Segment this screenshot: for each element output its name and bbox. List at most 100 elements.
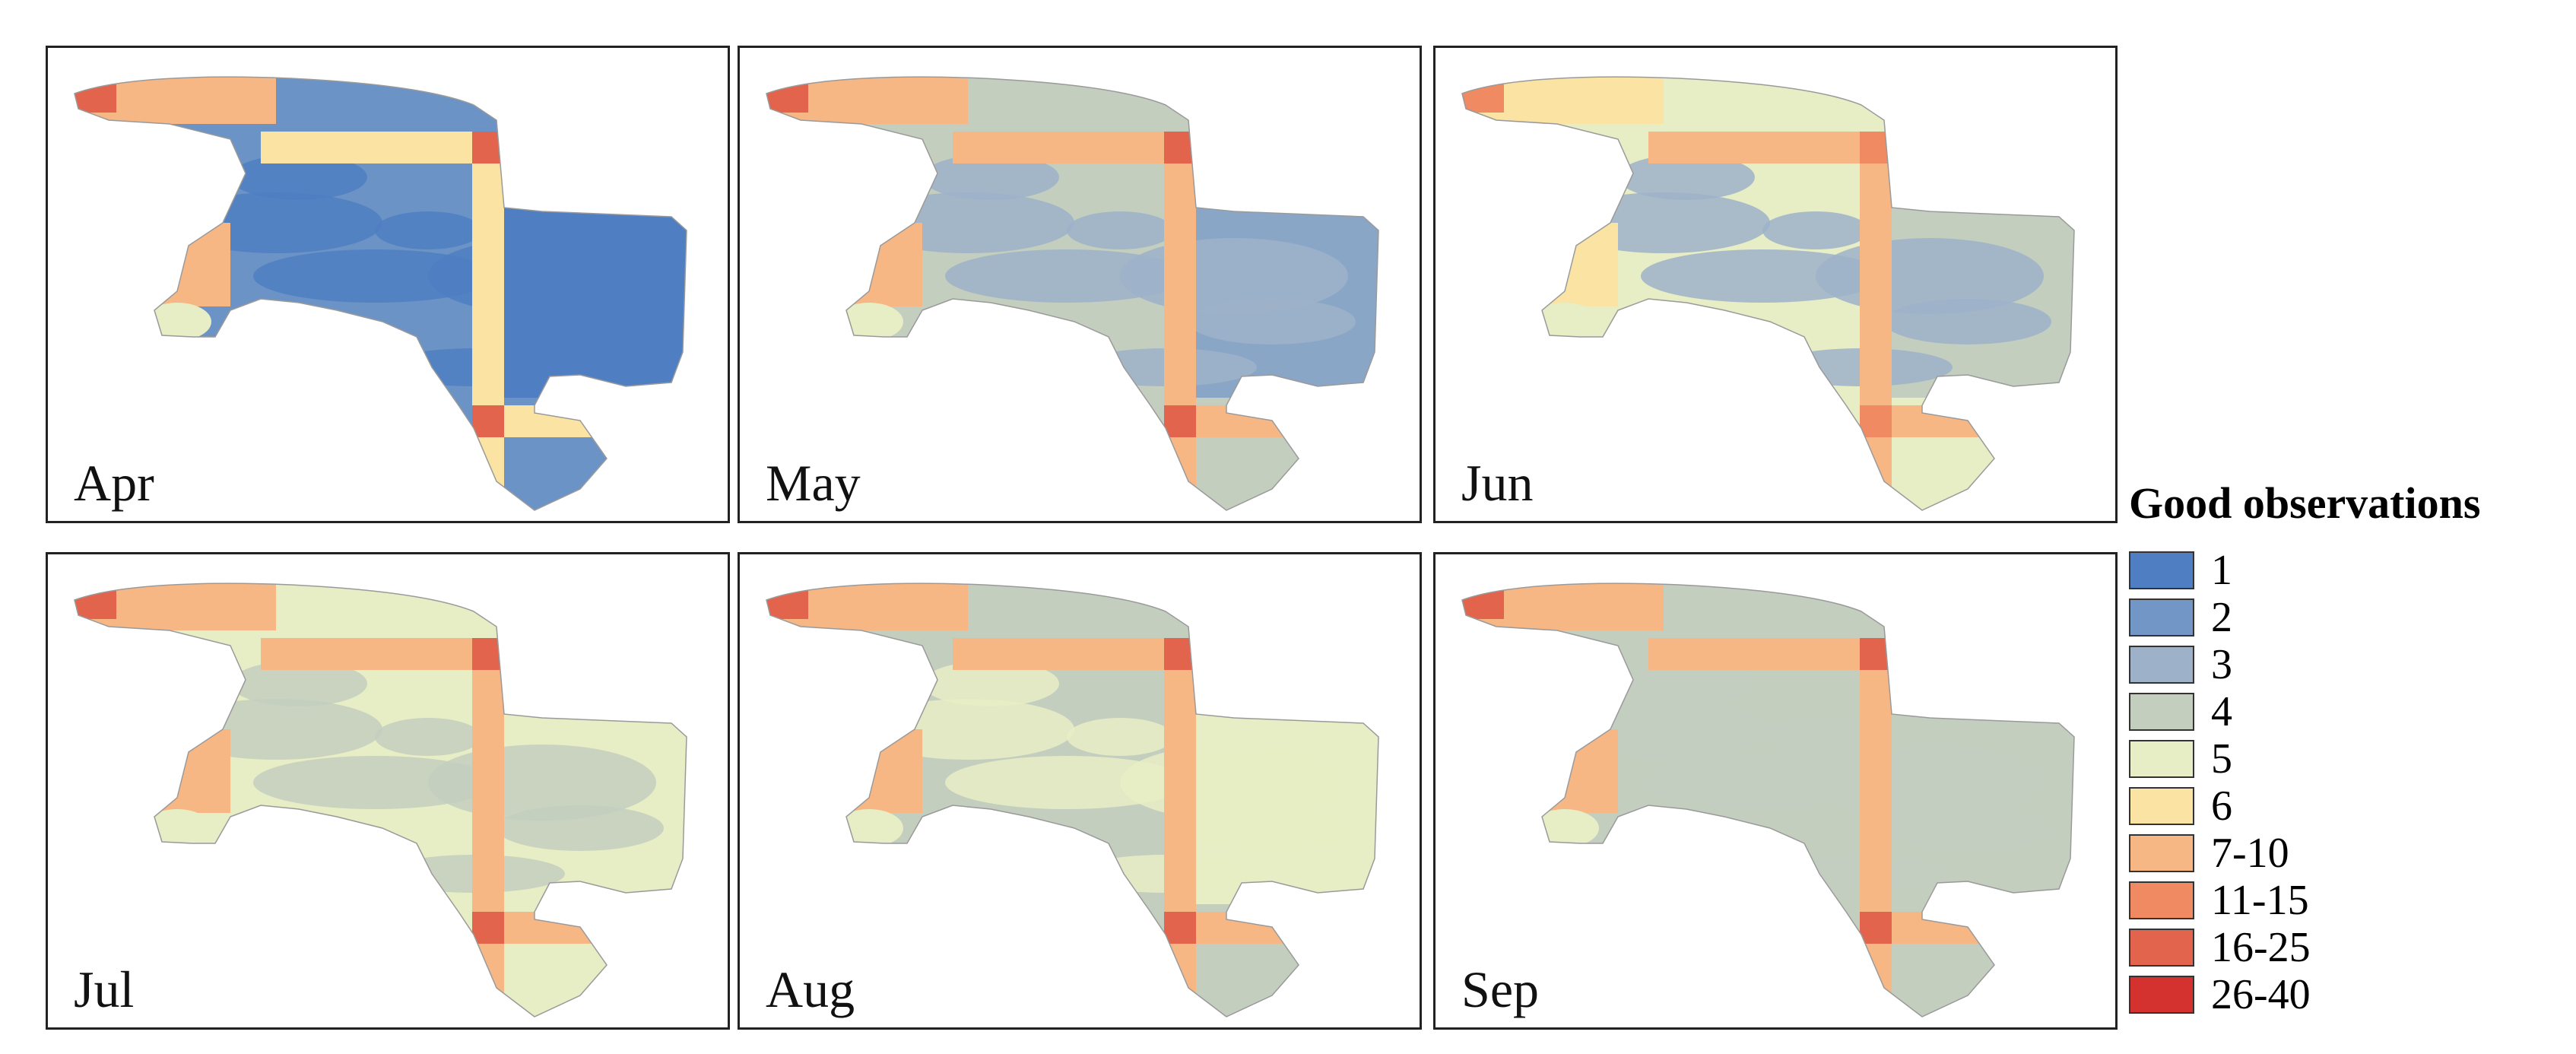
legend-swatch xyxy=(2129,787,2194,825)
legend-swatch xyxy=(2129,834,2194,872)
region-map xyxy=(1461,583,2075,1017)
legend-swatch xyxy=(2129,881,2194,919)
legend-swatch xyxy=(2129,598,2194,637)
region-map xyxy=(1461,76,2075,511)
month-label: Jul xyxy=(74,960,135,1018)
texture-patch xyxy=(496,805,664,851)
swath-strip-horizontal xyxy=(1648,638,1892,670)
swath-overlap xyxy=(1164,405,1196,437)
region-outline xyxy=(74,583,687,1017)
legend-swatch xyxy=(2129,740,2194,778)
legend-item: 4 xyxy=(2129,688,2555,735)
legend-label: 1 xyxy=(2211,547,2232,594)
bay-patch xyxy=(143,303,211,341)
texture-patch xyxy=(1618,661,1755,706)
swath-strip-vertical xyxy=(1164,132,1196,511)
bay-patch xyxy=(835,303,903,341)
legend-item: 3 xyxy=(2129,641,2555,688)
legend-label: 2 xyxy=(2211,594,2232,641)
month-label: Aug xyxy=(766,960,855,1018)
legend-label: 16-25 xyxy=(2211,924,2311,971)
texture-patch xyxy=(496,299,664,344)
western-tip xyxy=(766,78,808,113)
western-shore xyxy=(154,223,230,306)
map-layers xyxy=(75,77,687,511)
texture-patch xyxy=(1884,805,2051,851)
legend-item: 16-25 xyxy=(2129,924,2555,971)
swath-strip-horizontal xyxy=(261,132,504,163)
map-panel-jul: Jul xyxy=(46,552,730,1030)
western-tip xyxy=(75,78,116,113)
texture-patch xyxy=(922,154,1059,200)
map-layers xyxy=(1462,77,2074,511)
swath-overlap xyxy=(472,405,504,437)
legend-label: 3 xyxy=(2211,641,2232,688)
legend-swatch xyxy=(2129,929,2194,967)
bay-patch xyxy=(1531,809,1599,847)
map-layers xyxy=(1462,583,2074,1017)
legend-swatch xyxy=(2129,551,2194,589)
legend-items: 1 2 3 4 5 6 7-10 11-15 16-25 26-40 xyxy=(2129,547,2555,1018)
legend-item: 5 xyxy=(2129,735,2555,783)
texture-patch xyxy=(1762,718,1869,756)
texture-patch xyxy=(1188,805,1356,851)
legend-label: 7-10 xyxy=(2211,830,2289,877)
swath-strip-horizontal xyxy=(1648,132,1892,163)
texture-patch xyxy=(922,661,1059,706)
texture-patch xyxy=(1762,211,1869,249)
texture-patch xyxy=(1067,211,1173,249)
texture-patch xyxy=(375,211,481,249)
texture-patch xyxy=(375,718,481,756)
texture-patch xyxy=(1067,718,1173,756)
western-shore xyxy=(846,729,922,813)
swath-overlap xyxy=(1164,912,1196,944)
region-outline xyxy=(766,583,1379,1017)
region-map xyxy=(74,76,687,511)
swath-strip-vertical xyxy=(1860,638,1892,1017)
map-panel-apr: Apr xyxy=(46,46,730,523)
map-panel-aug: Aug xyxy=(738,552,1422,1030)
texture-patch xyxy=(230,154,367,200)
swath-strip-vertical xyxy=(472,132,504,511)
legend: Good observations 1 2 3 4 5 6 7-10 11-15 16-25 26… xyxy=(2129,478,2555,1018)
legend-label: 5 xyxy=(2211,735,2232,783)
legend-item: 7-10 xyxy=(2129,830,2555,877)
western-shore xyxy=(1542,223,1618,306)
legend-label: 4 xyxy=(2211,688,2232,735)
legend-item: 11-15 xyxy=(2129,877,2555,924)
western-shore xyxy=(154,729,230,813)
legend-swatch xyxy=(2129,646,2194,684)
month-label: May xyxy=(766,454,861,512)
texture-patch xyxy=(1618,154,1755,200)
swath-strip-horizontal xyxy=(953,638,1196,670)
map-layers xyxy=(766,583,1378,1017)
swath-strip-horizontal xyxy=(953,132,1196,163)
bay-patch xyxy=(835,809,903,847)
western-shore xyxy=(846,223,922,306)
swath-strip-vertical xyxy=(472,638,504,1017)
legend-item: 1 xyxy=(2129,547,2555,594)
legend-swatch xyxy=(2129,693,2194,731)
month-label: Jun xyxy=(1461,454,1534,512)
region-map xyxy=(766,76,1379,511)
western-tip xyxy=(75,585,116,619)
legend-label: 26-40 xyxy=(2211,971,2311,1018)
swath-overlap xyxy=(1860,405,1892,437)
texture-patch xyxy=(230,661,367,706)
legend-title: Good observations xyxy=(2129,478,2481,528)
region-map xyxy=(74,583,687,1017)
western-tip xyxy=(1462,78,1504,113)
region-outline xyxy=(1461,583,2075,1017)
legend-item: 6 xyxy=(2129,783,2555,830)
legend-label: 11-15 xyxy=(2211,877,2309,924)
swath-strip-vertical xyxy=(1164,638,1196,1017)
region-outline xyxy=(1461,76,2075,511)
legend-swatch xyxy=(2129,976,2194,1014)
texture-patch xyxy=(1188,299,1356,344)
bay-patch xyxy=(1531,303,1599,341)
bay-patch xyxy=(143,809,211,847)
swath-overlap xyxy=(472,912,504,944)
texture-patch xyxy=(1884,299,2051,344)
region-outline xyxy=(74,76,687,511)
month-label: Sep xyxy=(1461,960,1539,1018)
